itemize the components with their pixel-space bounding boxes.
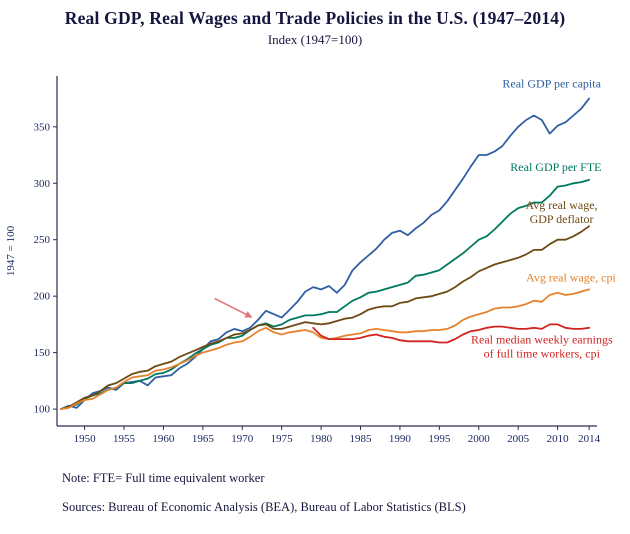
series-label-avg-real-wage: Avg real wage, GDP deflator	[525, 198, 597, 226]
x-tick-label: 1985	[350, 433, 373, 445]
x-tick-label: 1975	[271, 433, 294, 445]
series-label-real-gdp-per-fte: Real GDP per FTE	[510, 160, 601, 174]
series-label-real-median-weekly-earnings: Real median weekly earnings of full time …	[471, 333, 613, 361]
x-tick-label: 2005	[507, 433, 530, 445]
x-tick-label: 1960	[152, 433, 175, 445]
series-label-avg-real-wage-cpi: Avg real wage, cpi	[526, 270, 616, 284]
x-tick-label: 1990	[389, 433, 412, 445]
page-subtitle: Index (1947=100)	[267, 32, 363, 47]
x-tick-label: 1950	[74, 433, 97, 445]
arrow-annotation-shaft	[214, 297, 252, 318]
series-line-avg-real-wage-gdp-deflator	[60, 225, 590, 411]
x-tick-label: 2014	[578, 433, 601, 445]
y-tick-label: 100	[34, 404, 51, 416]
arrow-annotation-head	[244, 311, 253, 318]
x-tick-label: 1955	[113, 433, 136, 445]
x-tick-label: 1980	[310, 433, 333, 445]
chart-svg: 1950 1955 1960 1965 1970 1975 1980 1985 1990 1995…	[5, 76, 616, 445]
x-tick-label: 1970	[231, 433, 254, 445]
y-tick-label: 250	[34, 234, 51, 246]
note-text: Note: FTE= Full time equivalent worker	[62, 471, 265, 485]
x-tick-label: 2010	[547, 433, 570, 445]
x-tick-label: 1995	[428, 433, 451, 445]
sources-text: Sources: Bureau of Economic Analysis (BE…	[62, 500, 466, 514]
series-label-real-gdp-per-capita: Real GDP per capita	[502, 76, 601, 90]
y-axis-title: 1947 = 100	[5, 225, 17, 276]
page-title: Real GDP, Real Wages and Trade Policies …	[64, 8, 566, 28]
y-tick-label: 300	[34, 178, 51, 190]
y-tick-label: 200	[34, 291, 51, 303]
x-tick-label: 2000	[468, 433, 491, 445]
series-line-real-gdp-per-fte	[60, 179, 590, 411]
y-tick-label: 150	[34, 347, 51, 359]
series-line-avg-real-wage-cpi	[60, 288, 590, 411]
series-line-real-gdp-per-capita	[60, 97, 590, 411]
y-tick-label: 350	[34, 121, 51, 133]
series-line-real-median-weekly-earnings-of-full-time-workers-cpi	[312, 323, 590, 344]
x-tick-label: 1965	[192, 433, 215, 445]
chart-region: 1950 1955 1960 1965 1970 1975 1980 1985 1990 1995…	[0, 66, 630, 461]
